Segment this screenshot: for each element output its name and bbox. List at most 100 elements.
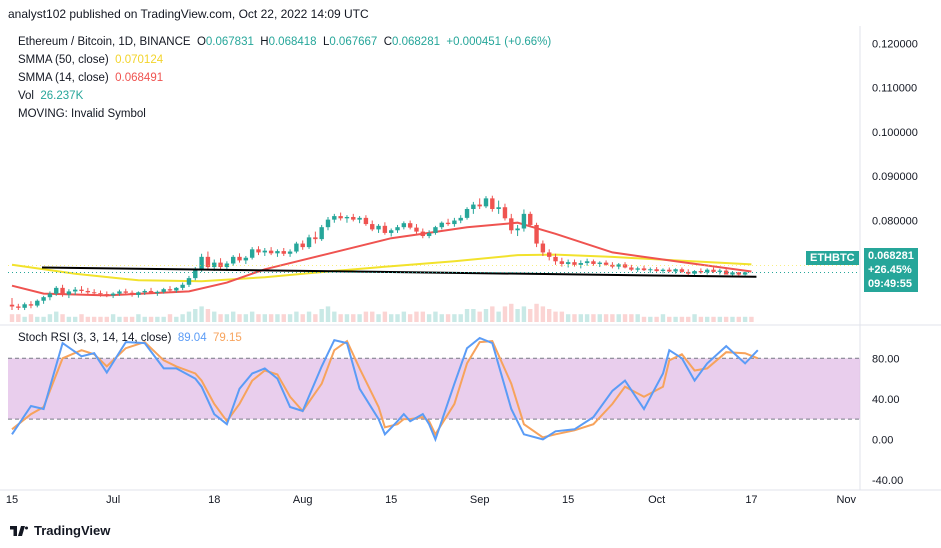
candle-body bbox=[199, 256, 204, 271]
time-axis-tick: Nov bbox=[836, 494, 856, 506]
candle-body bbox=[730, 272, 735, 275]
volume-bar bbox=[35, 316, 40, 322]
low-label: L bbox=[322, 36, 330, 48]
candle-body bbox=[629, 267, 634, 270]
volume-bar bbox=[136, 314, 141, 322]
volume-bar bbox=[370, 311, 375, 322]
volume-bar bbox=[357, 314, 362, 322]
volume-bar bbox=[237, 314, 242, 322]
candle-body bbox=[414, 227, 419, 232]
volume-bar bbox=[73, 316, 78, 322]
candle-body bbox=[237, 256, 242, 261]
candle-body bbox=[256, 249, 261, 253]
volume-bar bbox=[155, 316, 160, 322]
stoch-rsi-label: Stoch RSI (3, 3, 14, 14, close) bbox=[18, 332, 172, 344]
candle-body bbox=[540, 243, 546, 253]
time-axis-tick: Jul bbox=[106, 494, 120, 506]
volume-bar bbox=[464, 309, 470, 322]
volume-bar bbox=[167, 314, 173, 322]
volume-bar bbox=[376, 314, 381, 322]
volume-bar bbox=[749, 316, 754, 322]
smma50-legend: SMMA (50, close) 0.070124 bbox=[18, 54, 163, 66]
candle-body bbox=[110, 293, 116, 296]
candle-body bbox=[445, 222, 451, 225]
candle-body bbox=[41, 297, 46, 301]
volume-bar bbox=[205, 309, 211, 322]
candle-body bbox=[705, 269, 710, 273]
stoch-k-line bbox=[11, 336, 759, 443]
candle-body bbox=[174, 287, 179, 291]
time-axis-tick: 15 bbox=[6, 494, 18, 506]
smma50-label: SMMA (50, close) bbox=[18, 54, 109, 66]
candle-body bbox=[565, 262, 571, 264]
volume-bar bbox=[730, 316, 735, 322]
volume-bar bbox=[407, 314, 413, 322]
candle-body bbox=[148, 290, 154, 294]
volume-bar bbox=[110, 314, 116, 322]
moving-legend: MOVING: Invalid Symbol bbox=[18, 108, 146, 120]
candle-body bbox=[363, 217, 369, 225]
volume-bar bbox=[161, 316, 166, 322]
candle-body bbox=[306, 237, 312, 248]
candle-body bbox=[313, 237, 318, 240]
volume-bar bbox=[610, 314, 615, 322]
candle-body bbox=[287, 251, 293, 254]
candle-body bbox=[477, 204, 482, 207]
candle-body bbox=[420, 231, 425, 237]
candle-body bbox=[528, 213, 533, 225]
open-value: 0.067831 bbox=[205, 36, 254, 48]
candle-body bbox=[79, 289, 84, 291]
volume-bar bbox=[363, 311, 369, 322]
candle-body bbox=[193, 270, 198, 279]
candle-body bbox=[433, 227, 438, 233]
smma50-value: 0.070124 bbox=[115, 54, 164, 66]
volume-bar bbox=[275, 314, 280, 322]
symbol-title: Ethereum / Bitcoin, 1D, BINANCE bbox=[18, 36, 191, 48]
volume-bar bbox=[559, 311, 565, 322]
candle-body bbox=[54, 287, 59, 294]
candle-body bbox=[294, 243, 299, 252]
candle-body bbox=[471, 204, 476, 210]
change-value: +0.000451 (+0.66%) bbox=[446, 36, 552, 48]
volume-bar bbox=[325, 306, 331, 322]
volume-bar bbox=[224, 314, 230, 322]
volume-bar bbox=[313, 314, 318, 322]
rsi-band bbox=[8, 358, 860, 420]
volume-bar bbox=[142, 316, 147, 322]
volume-bar bbox=[496, 311, 501, 322]
volume-bar bbox=[471, 309, 476, 322]
candle-body bbox=[268, 250, 274, 254]
candle-body bbox=[382, 225, 388, 233]
candle-body bbox=[212, 262, 217, 268]
candle-body bbox=[648, 269, 653, 271]
candle-body bbox=[319, 227, 324, 240]
rsi-axis-tick: 40.00 bbox=[872, 394, 900, 406]
volume-bar bbox=[319, 309, 324, 322]
candle-body bbox=[515, 228, 520, 231]
candle-body bbox=[547, 252, 552, 257]
support-trendline bbox=[41, 266, 757, 278]
ohlc-legend: Ethereum / Bitcoin, 1D, BINANCE O0.06783… bbox=[18, 36, 551, 48]
volume-bar bbox=[445, 314, 451, 322]
volume-bar bbox=[540, 306, 546, 322]
candle-body bbox=[231, 256, 236, 264]
candle-body bbox=[376, 225, 381, 230]
tradingview-footer[interactable]: TradingView bbox=[10, 523, 110, 538]
stoch-k-value: 89.04 bbox=[177, 332, 207, 344]
candle-body bbox=[338, 216, 343, 219]
smma50-line bbox=[11, 253, 752, 283]
candle-body bbox=[142, 290, 147, 293]
volume-bar bbox=[679, 316, 685, 322]
volume-bar bbox=[212, 311, 217, 322]
volume-bar bbox=[572, 314, 577, 322]
time-axis-tick: Aug bbox=[293, 494, 313, 506]
candle-body bbox=[439, 222, 444, 228]
volume-bar bbox=[66, 316, 72, 322]
volume-bar bbox=[268, 314, 274, 322]
candle-body bbox=[136, 292, 141, 295]
candle-body bbox=[496, 207, 501, 210]
candle-body bbox=[357, 217, 362, 220]
volume-bar bbox=[395, 314, 400, 322]
volume-bar bbox=[635, 314, 640, 322]
